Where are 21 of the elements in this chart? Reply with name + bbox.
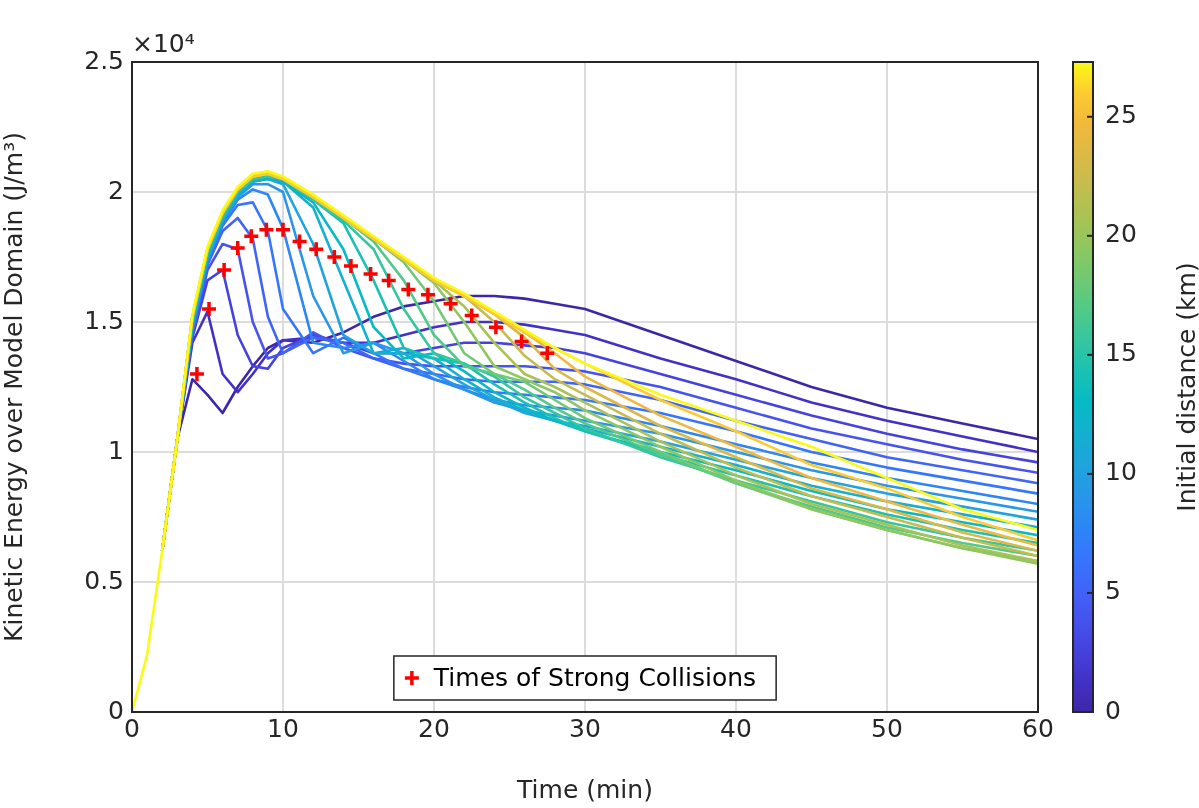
y-axis-title: Kinetic Energy over Model Domain (J/m³) bbox=[0, 132, 28, 642]
text: ×10⁴ bbox=[132, 29, 195, 58]
y-tick-label: 1.5 bbox=[84, 305, 124, 335]
y-tick-label: 0.5 bbox=[84, 565, 124, 595]
x-tick-label: 40 bbox=[720, 713, 752, 743]
color-bar-label: 5 bbox=[1105, 576, 1121, 606]
y-tick-label: 2.5 bbox=[84, 45, 124, 75]
color-bar-label: 15 bbox=[1105, 338, 1137, 368]
color-bar-label: 25 bbox=[1105, 100, 1137, 130]
color-bar-label: 20 bbox=[1105, 219, 1137, 249]
x-tick-label: 20 bbox=[418, 713, 450, 743]
color-bar-label: 10 bbox=[1105, 457, 1137, 487]
x-tick-label: 50 bbox=[871, 713, 903, 743]
legend-label: Times of Strong Collisions bbox=[432, 662, 757, 692]
x-tick-label: 30 bbox=[569, 713, 601, 743]
x-tick-label: 10 bbox=[267, 713, 299, 743]
y-tick-label: 1 bbox=[108, 435, 124, 465]
color-bar-title: Initial distance (km) bbox=[1171, 262, 1199, 512]
x-tick-label: 60 bbox=[1022, 713, 1054, 743]
x-axis-title: Time (min) bbox=[516, 774, 653, 804]
y-tick-label: 2 bbox=[108, 175, 124, 205]
